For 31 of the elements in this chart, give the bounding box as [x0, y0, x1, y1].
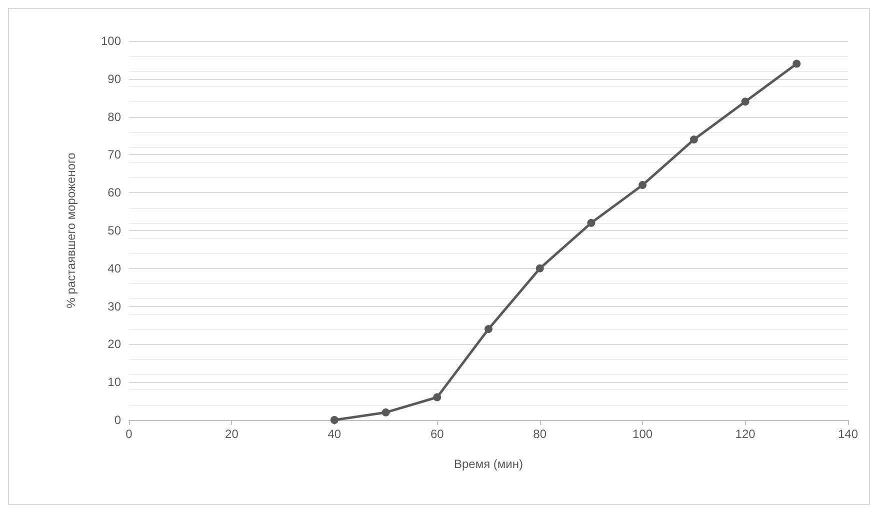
y-axis-title: % растаявшего мороженого: [64, 152, 78, 308]
point: [433, 393, 442, 402]
point: [536, 264, 544, 272]
y-tick-label: 0: [114, 413, 122, 427]
y-tick-label: 80: [108, 110, 122, 124]
y-tick-label: 50: [108, 224, 122, 238]
point: [690, 136, 698, 144]
point: [484, 325, 492, 334]
x-axis-title: Время (мин): [454, 457, 524, 471]
y-tick-label: 60: [108, 186, 122, 200]
x-tick-label: 60: [430, 427, 444, 441]
y-tick-label: 30: [108, 299, 122, 314]
point: [792, 60, 801, 68]
x-tick-label: 120: [735, 427, 756, 441]
x-tick-label: 0: [126, 427, 133, 441]
y-tick-label: 90: [108, 72, 122, 86]
point: [638, 181, 647, 190]
x-tick-label: 80: [533, 427, 547, 441]
point: [382, 408, 390, 416]
y-tick-label: 20: [108, 337, 122, 352]
x-tick-label: 100: [632, 427, 653, 441]
point: [741, 98, 750, 106]
y-tick-label: 40: [108, 261, 122, 276]
x-tick-label: 20: [225, 427, 239, 441]
y-tick-label: 70: [108, 148, 122, 162]
y-tick-label: 100: [100, 34, 122, 48]
point: [330, 416, 338, 424]
x-tick-label: 40: [328, 427, 342, 441]
point: [587, 218, 596, 227]
x-tick-label: 140: [838, 427, 858, 441]
y-tick-label: 10: [108, 375, 122, 390]
